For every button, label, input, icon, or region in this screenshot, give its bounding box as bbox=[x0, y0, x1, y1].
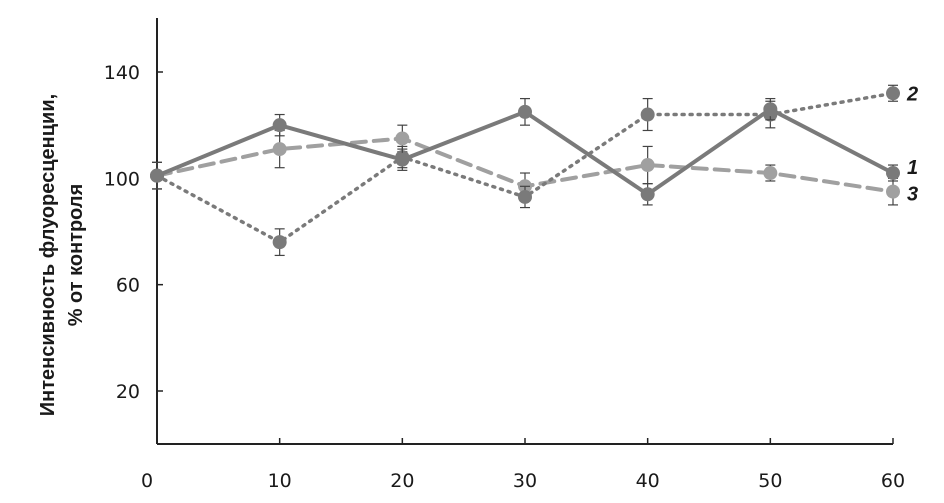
data-point bbox=[518, 189, 532, 204]
data-point bbox=[763, 166, 778, 181]
data-point bbox=[640, 187, 655, 202]
data-point bbox=[886, 86, 900, 101]
series-label-2: 2 bbox=[906, 83, 918, 105]
x-tick-label: 40 bbox=[636, 470, 660, 492]
x-tick-label: 50 bbox=[758, 470, 782, 492]
y-tick-label: 100 bbox=[104, 168, 140, 190]
data-point bbox=[886, 166, 900, 181]
data-point bbox=[640, 158, 655, 173]
y-axis-title-line-1: Интенсивность флуоресценции, bbox=[37, 94, 59, 416]
y-axis-title: Интенсивность флуоресценции, % от контро… bbox=[37, 94, 87, 416]
series-labels: 1 2 3 bbox=[906, 83, 918, 205]
data-point bbox=[272, 142, 287, 157]
data-point bbox=[272, 235, 287, 250]
series-layer bbox=[150, 84, 900, 257]
data-point bbox=[150, 168, 164, 183]
data-point bbox=[763, 102, 778, 117]
x-tick-label: 30 bbox=[513, 470, 537, 492]
series-label-1: 1 bbox=[907, 157, 918, 179]
x-tick-label: 60 bbox=[881, 470, 905, 492]
data-point bbox=[518, 104, 532, 119]
data-point bbox=[395, 152, 410, 167]
data-point bbox=[272, 118, 287, 133]
x-tick-label: 0 bbox=[141, 470, 153, 492]
y-tick-label: 60 bbox=[116, 275, 140, 297]
series-1 bbox=[150, 97, 900, 206]
x-tick-label: 20 bbox=[390, 470, 414, 492]
axis-ticks: 20 60 100 140 0 10 20 30 40 50 60 bbox=[104, 62, 905, 492]
x-tick-label: 10 bbox=[268, 470, 292, 492]
y-tick-label: 140 bbox=[104, 62, 140, 84]
data-point bbox=[886, 184, 900, 199]
y-axis-title-line-2: % от контроля bbox=[65, 184, 87, 327]
series-label-3: 3 bbox=[907, 184, 918, 206]
y-tick-label: 20 bbox=[116, 381, 140, 403]
data-point bbox=[640, 107, 655, 122]
data-point bbox=[395, 131, 410, 146]
